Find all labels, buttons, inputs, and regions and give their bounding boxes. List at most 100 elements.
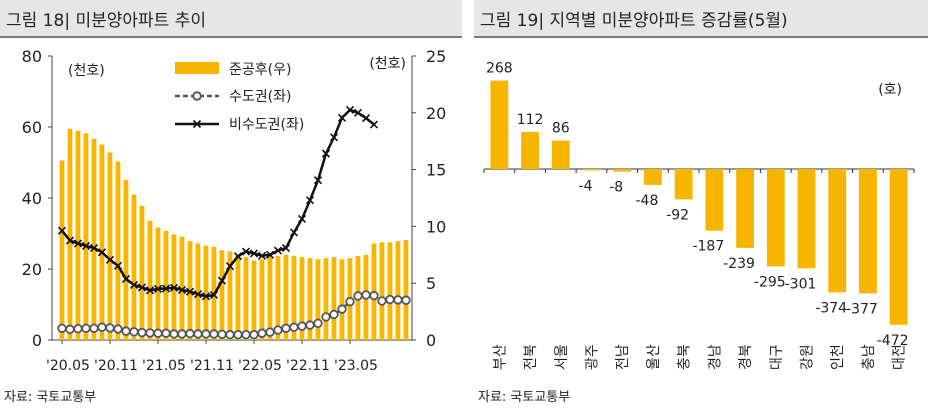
point-capital-area [313, 318, 323, 329]
bar-region-change [766, 169, 785, 267]
bar-completed-unsold [275, 255, 281, 340]
bar-completed-unsold [259, 259, 265, 340]
point-capital-area [393, 295, 403, 305]
point-capital-area [369, 290, 379, 301]
y-right-tick-label: 10 [426, 217, 446, 236]
right-unit-label: (천호) [369, 56, 406, 72]
bar-completed-unsold [395, 241, 401, 340]
point-capital-area [169, 329, 179, 339]
point-capital-area [361, 290, 371, 300]
bar-region-change [797, 169, 816, 269]
point-non-capital-area [345, 105, 355, 115]
right-panel: 그림 19| 지역별 미분양아파트 증감률(5월) (호) 268 부산 112 전북 8… [474, 0, 928, 410]
category-label: 서울 [554, 344, 570, 370]
point-non-capital-area [353, 108, 363, 117]
bar-completed-unsold [307, 258, 313, 340]
point-non-capital-area [169, 283, 179, 292]
bar-completed-unsold [283, 254, 289, 340]
point-non-capital-area [145, 286, 155, 295]
bar-completed-unsold [203, 245, 209, 340]
point-non-capital-area [225, 262, 235, 271]
point-capital-area [401, 295, 411, 305]
point-capital-area [249, 329, 259, 340]
bar-region-change [551, 140, 570, 169]
bar-value-label: -301 [785, 276, 817, 292]
bar-region-change [644, 169, 662, 185]
bar-completed-unsold [75, 130, 81, 340]
category-label: 부산 [492, 344, 508, 370]
point-non-capital-area [137, 283, 147, 292]
point-non-capital-area [337, 113, 347, 122]
bar-completed-unsold [243, 257, 249, 340]
point-non-capital-area [281, 243, 291, 253]
left-title-bar: 그림 18| 미분양아파트 추이 [0, 0, 462, 38]
point-non-capital-area [113, 261, 123, 270]
point-capital-area [81, 323, 91, 333]
bar-value-label: -187 [692, 239, 724, 255]
bar-completed-unsold [163, 230, 169, 340]
point-non-capital-area [297, 214, 307, 224]
bar-completed-unsold [91, 138, 97, 340]
left-panel: 그림 18| 미분양아파트 추이 0 20 40 60 80 0 5 10 15 20 25 (천호)… [0, 0, 462, 410]
point-non-capital-area [161, 284, 171, 293]
point-capital-area [265, 327, 275, 337]
bar-completed-unsold [195, 243, 201, 340]
point-capital-area [161, 328, 171, 338]
bar-completed-unsold [219, 250, 225, 340]
point-non-capital-area [81, 241, 91, 250]
bar-completed-unsold [339, 259, 345, 340]
legend-swatch-bar [175, 62, 219, 74]
bar-region-change [828, 169, 847, 293]
y-left-tick-label: 80 [22, 47, 42, 66]
point-non-capital-area [257, 251, 267, 260]
point-capital-area [105, 323, 115, 333]
bar-completed-unsold [139, 205, 145, 340]
point-non-capital-area [57, 226, 67, 235]
point-non-capital-area [73, 239, 83, 248]
point-capital-area [241, 329, 251, 340]
point-non-capital-area [273, 246, 283, 255]
legend-label-capital: 수도권(좌) [229, 89, 291, 105]
point-non-capital-area [209, 290, 219, 299]
bar-value-label: -92 [666, 207, 689, 223]
bar-value-label: -374 [815, 300, 847, 316]
point-capital-area [153, 328, 163, 338]
point-non-capital-area [129, 280, 139, 290]
point-capital-area [385, 294, 395, 305]
bar-region-change [736, 169, 754, 248]
point-capital-area [225, 329, 235, 340]
bar-completed-unsold [379, 242, 385, 340]
point-capital-area [145, 328, 155, 338]
point-capital-area [345, 296, 355, 307]
right-title-bar: 그림 19| 지역별 미분양아파트 증감률(5월) [474, 0, 928, 38]
point-capital-area [337, 304, 347, 314]
left-unit-label: (천호) [68, 63, 105, 79]
point-capital-area [281, 323, 291, 333]
point-capital-area [97, 322, 107, 332]
bar-value-label: -472 [877, 333, 909, 349]
category-label: 광주 [585, 344, 601, 370]
bar-value-label: 268 [486, 61, 513, 77]
bar-completed-unsold [403, 240, 409, 340]
unit-label: (호) [878, 82, 902, 98]
bar-completed-unsold [267, 255, 273, 340]
point-capital-area [353, 291, 363, 301]
bar-completed-unsold [299, 257, 305, 340]
y-right-tick-label: 15 [426, 161, 446, 180]
point-non-capital-area [177, 285, 187, 295]
bar-completed-unsold [315, 259, 321, 340]
bar-completed-unsold [331, 257, 337, 340]
category-label: 전북 [523, 344, 539, 370]
legend-marker-capital [192, 91, 202, 101]
left-source: 자료: 국토교통부 [4, 390, 97, 405]
right-chart: (호) 268 부산 112 전북 86 서울 -4 광주 -8 전남 -48 울산 -92 충북 -187 경… [483, 61, 915, 370]
y-right-tick-label: 20 [426, 104, 446, 123]
x-tick-label: '22.05 [238, 358, 282, 374]
bar-completed-unsold [123, 179, 129, 340]
line-non-capital-area [61, 108, 375, 298]
point-non-capital-area [121, 274, 131, 284]
bar-completed-unsold [251, 260, 257, 340]
point-non-capital-area [217, 276, 227, 285]
point-non-capital-area [185, 287, 195, 296]
